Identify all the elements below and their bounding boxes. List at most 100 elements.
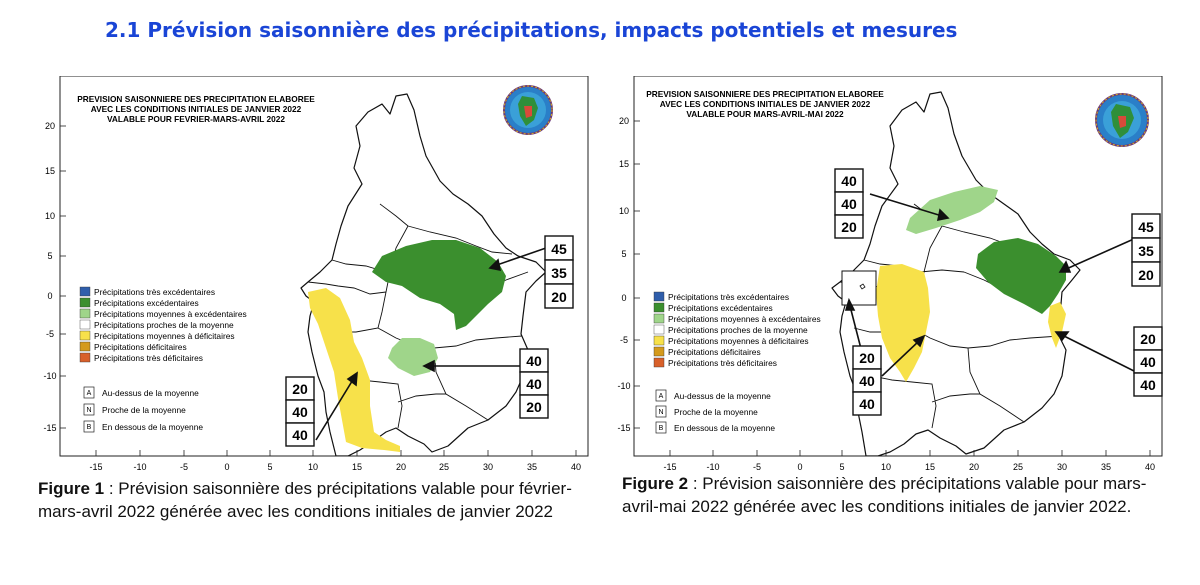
y-tick-label: 0 xyxy=(47,291,52,301)
y-tick-label: 20 xyxy=(45,121,55,131)
x-tick-label: 10 xyxy=(308,462,318,472)
x-tick-label: 25 xyxy=(439,462,449,472)
key-label: Au-dessus de la moyenne xyxy=(102,388,199,398)
legend-label: Précipitations moyennes à déficitaires xyxy=(668,336,809,346)
caption-label: Figure 2 xyxy=(622,474,689,493)
svg-text:20: 20 xyxy=(292,381,308,397)
axis-ticks xyxy=(60,125,577,456)
caption-label: Figure 1 xyxy=(38,479,105,498)
legend-label: Précipitations déficitaires xyxy=(668,347,761,357)
svg-text:40: 40 xyxy=(841,173,857,189)
y-tick-label: 5 xyxy=(47,251,52,261)
x-tick-label: -5 xyxy=(180,462,188,472)
x-tick-label: -10 xyxy=(133,462,146,472)
key-letter: A xyxy=(87,390,92,397)
x-tick-label: -10 xyxy=(706,462,719,472)
probability-box: 40 40 20 xyxy=(519,348,549,419)
svg-text:40: 40 xyxy=(526,353,542,369)
forecast-map-2: 20 15 10 5 0 -5 -10 -15 -15 -10 -5 0 5 1… xyxy=(617,76,1163,472)
map-title-line: AVEC LES CONDITIONS INITIALES DE JANVIER… xyxy=(91,104,302,114)
x-tick-label: 40 xyxy=(571,462,581,472)
x-tick-label: -15 xyxy=(663,462,676,472)
map-title-line: VALABLE POUR MARS-AVRIL-MAI 2022 xyxy=(686,109,844,119)
probability-box: 20 40 40 xyxy=(852,345,882,416)
y-tick-label: 15 xyxy=(45,166,55,176)
legend-label: Précipitations excédentaires xyxy=(668,303,773,313)
x-tick-label: 35 xyxy=(1101,462,1111,472)
legend-label: Précipitations très excédentaires xyxy=(94,287,215,297)
x-tick-label: 40 xyxy=(1145,462,1155,472)
y-tick-label: -15 xyxy=(43,423,56,433)
y-tick-label: -10 xyxy=(617,381,630,391)
svg-text:40: 40 xyxy=(859,396,875,412)
svg-text:20: 20 xyxy=(526,399,542,415)
svg-text:45: 45 xyxy=(1138,219,1154,235)
caption-text: : Prévision saisonnière des précipitatio… xyxy=(38,479,572,521)
map-title-line: AVEC LES CONDITIONS INITIALES DE JANVIER… xyxy=(660,99,871,109)
map-frame xyxy=(59,76,589,457)
zone-moyennes-excedentaires xyxy=(906,186,998,234)
y-tick-label: 10 xyxy=(45,211,55,221)
axis-ticks xyxy=(634,120,1151,456)
map-title-line: PREVISION SAISONNIERE DES PRECIPITATION … xyxy=(77,94,315,104)
legend-label: Précipitations très excédentaires xyxy=(668,292,789,302)
organisation-logo xyxy=(503,85,553,135)
key-letter: N xyxy=(658,409,663,416)
legend-label: Précipitations très déficitaires xyxy=(668,358,777,368)
inset-box xyxy=(841,270,877,306)
x-tick-label: 25 xyxy=(1013,462,1023,472)
probability-box: 20 40 40 xyxy=(1133,326,1163,397)
x-tick-label: 20 xyxy=(969,462,979,472)
arrows xyxy=(315,247,547,441)
x-tick-label: 5 xyxy=(839,462,844,472)
x-tick-label: 15 xyxy=(925,462,935,472)
map-title-line: VALABLE POUR FEVRIER-MARS-AVRIL 2022 xyxy=(107,114,285,124)
figure-caption-2: Figure 2 : Prévision saisonnière des pré… xyxy=(622,472,1182,518)
x-tick-label: 10 xyxy=(881,462,891,472)
zone-excedentaires xyxy=(976,238,1066,314)
legend-label: Précipitations moyennes à excédentaires xyxy=(94,309,247,319)
legend-label: Précipitations proches de la moyenne xyxy=(668,325,808,335)
y-tick-label: -5 xyxy=(620,335,628,345)
key-label: Proche de la moyenne xyxy=(674,407,758,417)
svg-text:35: 35 xyxy=(551,265,567,281)
probability-box: 40 40 20 xyxy=(834,168,864,239)
island-outline xyxy=(859,283,866,290)
caption-text: : Prévision saisonnière des précipitatio… xyxy=(622,474,1147,516)
legend: Précipitations très excédentaires Précip… xyxy=(79,286,247,433)
legend-label: Précipitations proches de la moyenne xyxy=(94,320,234,330)
y-tick-label: 5 xyxy=(621,249,626,259)
region-outline xyxy=(831,91,1081,456)
x-tick-label: -5 xyxy=(753,462,761,472)
x-tick-label: 15 xyxy=(352,462,362,472)
x-tick-label: -15 xyxy=(89,462,102,472)
organisation-logo xyxy=(1095,93,1149,147)
svg-text:40: 40 xyxy=(1140,377,1156,393)
svg-text:20: 20 xyxy=(1140,331,1156,347)
probability-box: 45 35 20 xyxy=(544,235,574,309)
key-letter: B xyxy=(659,425,664,432)
y-tick-label: 15 xyxy=(619,159,629,169)
svg-text:40: 40 xyxy=(292,404,308,420)
map-title-line: PREVISION SAISONNIERE DES PRECIPITATION … xyxy=(646,89,884,99)
y-tick-label: 10 xyxy=(619,206,629,216)
svg-text:40: 40 xyxy=(859,373,875,389)
zone-excedentaires xyxy=(372,240,506,330)
probability-box: 20 40 40 xyxy=(285,376,315,447)
y-tick-label: -5 xyxy=(46,329,54,339)
svg-text:40: 40 xyxy=(1140,354,1156,370)
svg-text:20: 20 xyxy=(841,219,857,235)
svg-text:40: 40 xyxy=(292,427,308,443)
probability-box: 45 35 20 xyxy=(1131,213,1161,287)
y-tick-label: 20 xyxy=(619,116,629,126)
x-tick-label: 35 xyxy=(527,462,537,472)
svg-text:20: 20 xyxy=(1138,267,1154,283)
key-label: Proche de la moyenne xyxy=(102,405,186,415)
key-label: En dessous de la moyenne xyxy=(674,423,775,433)
forecast-map-1: 20 15 10 5 0 -5 -10 -15 -15 -10 -5 0 5 1… xyxy=(43,76,589,472)
svg-text:40: 40 xyxy=(841,196,857,212)
key-label: En dessous de la moyenne xyxy=(102,422,203,432)
y-tick-label: -10 xyxy=(43,371,56,381)
legend-label: Précipitations déficitaires xyxy=(94,342,187,352)
key-label: Au-dessus de la moyenne xyxy=(674,391,771,401)
